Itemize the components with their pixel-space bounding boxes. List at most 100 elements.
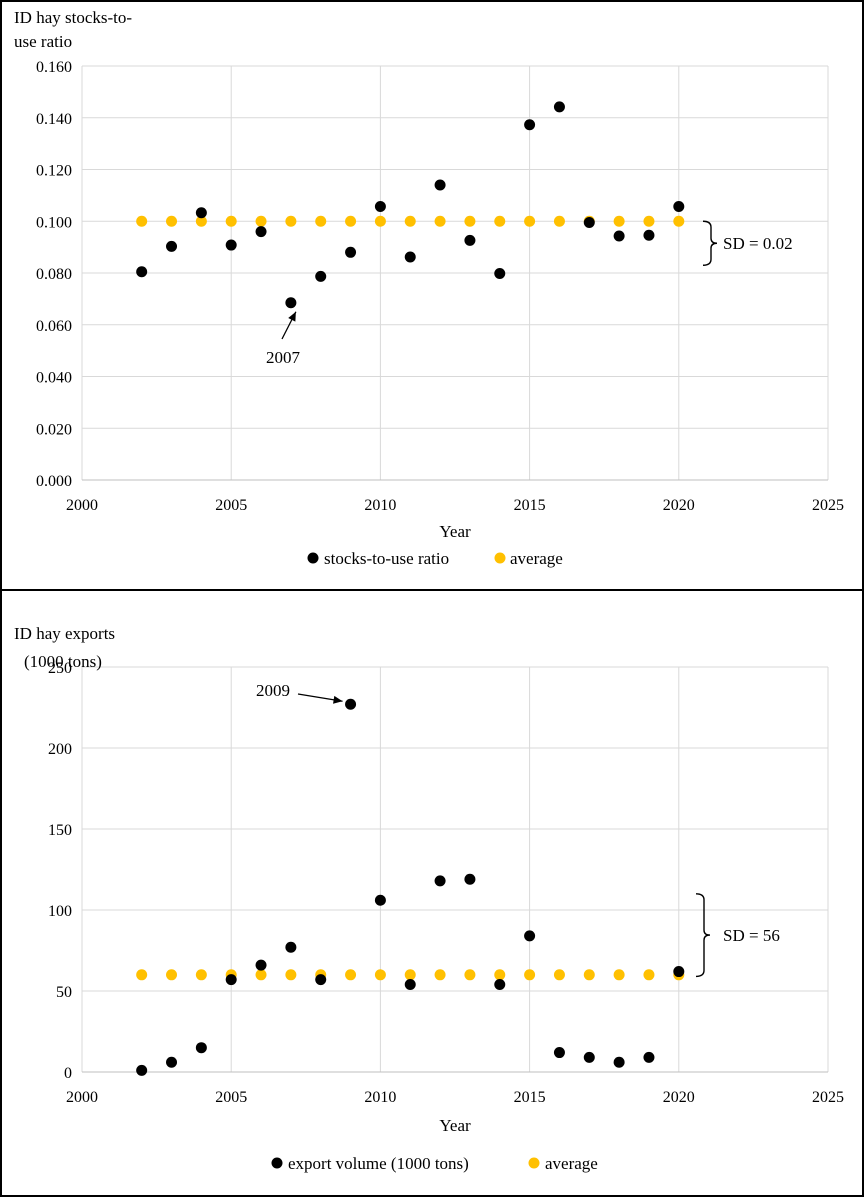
chart1-x-tick-label: 2005 (215, 497, 247, 514)
chart2-average-point (285, 969, 297, 981)
chart2-legend-label-average: average (545, 1154, 598, 1173)
chart2-average-point (404, 969, 416, 981)
chart2-data-point (225, 974, 237, 986)
chart1-y-tick-label: 0.060 (36, 318, 72, 335)
chart1-y-tick-label: 0.140 (36, 111, 72, 128)
chart2-data-point (345, 698, 357, 710)
chart1-data-point (374, 201, 386, 213)
chart2-average-point (553, 969, 565, 981)
chart1-x-axis-label: Year (439, 522, 471, 541)
chart1-data-point (285, 297, 297, 309)
chart2-data-point (643, 1051, 655, 1063)
chart1-data-point (136, 266, 148, 278)
chart2-data-point (195, 1042, 207, 1054)
chart1-average-point (195, 215, 207, 227)
chart2-average-point (345, 969, 357, 981)
chart1-average-point (553, 215, 565, 227)
chart2-y-tick-label: 0 (64, 1065, 72, 1082)
chart1-y-tick-label: 0.120 (36, 163, 72, 180)
chart2-data-point (553, 1047, 565, 1059)
chart1-legend-marker-average (494, 552, 506, 564)
chart2-y-tick-label: 50 (56, 984, 72, 1001)
chart2-x-tick-label: 2005 (215, 1089, 247, 1106)
chart1-y-tick-label: 0.000 (36, 473, 72, 490)
chart1-y-tick-label: 0.100 (36, 214, 72, 231)
chart1-y-axis-label: use ratio (14, 32, 72, 51)
chart1-average-point (673, 215, 685, 227)
chart1-y-tick-label: 0.040 (36, 370, 72, 387)
chart2-y-tick-label: 200 (48, 741, 72, 758)
chart1-average-point (345, 215, 357, 227)
chart2-y-tick-label: 250 (48, 660, 72, 677)
chart1-data-point (613, 230, 625, 242)
chart2-average-point (464, 969, 476, 981)
chart1-data-point (166, 240, 178, 252)
chart2-annotation-arrow-head (333, 695, 343, 704)
chart2-data-point (524, 930, 536, 942)
chart1-data-point (464, 234, 476, 246)
chart1-average-point (166, 215, 178, 227)
chart1-sd-brace (702, 220, 718, 266)
chart1-sd-label: SD = 0.02 (723, 234, 793, 253)
chart2-x-tick-label: 2015 (514, 1089, 546, 1106)
chart1-average-point (255, 215, 267, 227)
chart1-average-point (136, 215, 148, 227)
chart2-data-point (166, 1056, 178, 1068)
chart2-data-point (434, 875, 446, 887)
chart1-data-point (225, 239, 237, 251)
chart1-data-point (494, 268, 506, 280)
chart2-x-tick-label: 2020 (663, 1089, 695, 1106)
chart1-average-point (404, 215, 416, 227)
chart1-x-tick-label: 2010 (364, 497, 396, 514)
chart2-annotation-year-label: 2009 (256, 681, 290, 700)
chart1-data-point (255, 226, 267, 238)
chart2-average-point (136, 969, 148, 981)
chart2-y-axis-label: (1000 tons) (24, 652, 102, 671)
chart2-y-axis-label: ID hay exports (14, 624, 115, 643)
chart1-y-tick-label: 0.020 (36, 421, 72, 438)
panel-divider (0, 589, 864, 591)
chart2-data-point (583, 1051, 595, 1063)
chart2-sd-brace (695, 893, 711, 978)
chart1-average-point (494, 215, 506, 227)
chart2-average-point (434, 969, 446, 981)
chart2-y-tick-label: 100 (48, 903, 72, 920)
chart2-average-point (255, 969, 267, 981)
chart1-y-axis-label: ID hay stocks-to- (14, 8, 132, 27)
chart1-annotation-arrow-head (288, 311, 296, 322)
chart2-legend-label-data: export volume (1000 tons) (288, 1154, 469, 1173)
chart2-data-point (494, 979, 506, 991)
chart2-data-point (374, 894, 386, 906)
chart2-data-point (404, 979, 416, 991)
chart1-legend-marker-data (307, 552, 319, 564)
chart2-data-point (255, 959, 267, 971)
chart2-data-point (613, 1056, 625, 1068)
chart1-average-point (613, 215, 625, 227)
chart2-average-point (643, 969, 655, 981)
chart2-average-point (494, 969, 506, 981)
chart1-data-point (315, 270, 327, 282)
chart1-y-tick-label: 0.160 (36, 59, 72, 76)
chart2-data-point (673, 966, 685, 978)
chart1-x-tick-label: 2000 (66, 497, 98, 514)
chart2-y-tick-label: 150 (48, 822, 72, 839)
chart1-y-tick-label: 0.080 (36, 266, 72, 283)
chart2-average-point (524, 969, 536, 981)
chart2-legend-marker-data (271, 1157, 283, 1169)
chart1-legend-label-data: stocks-to-use ratio (324, 549, 449, 568)
chart1-average-point (524, 215, 536, 227)
chart1-average-point (434, 215, 446, 227)
chart1-x-tick-label: 2020 (663, 497, 695, 514)
chart1-data-point (673, 201, 685, 213)
chart1-data-point (345, 246, 357, 258)
chart1-data-point (404, 251, 416, 263)
chart1-data-point (583, 217, 595, 229)
chart1-data-point (643, 229, 655, 241)
chart1-data-point (524, 119, 536, 131)
chart2-average-point (195, 969, 207, 981)
chart1-average-point (225, 215, 237, 227)
chart2-data-point (315, 974, 327, 986)
chart1-average-point (643, 215, 655, 227)
